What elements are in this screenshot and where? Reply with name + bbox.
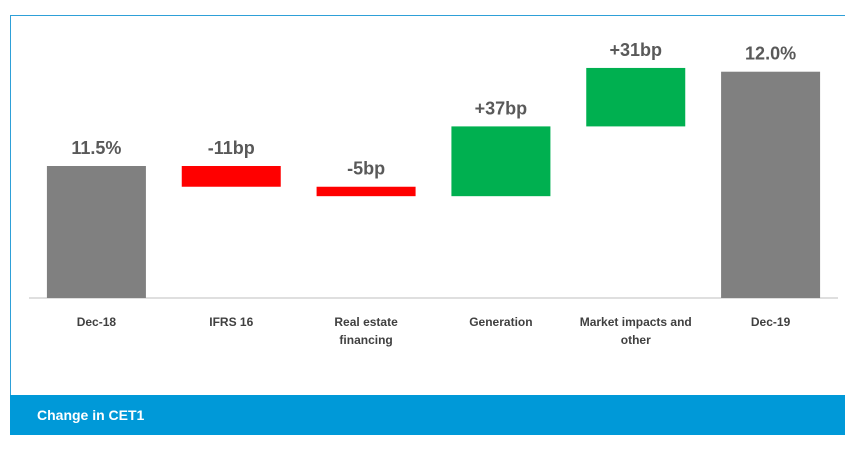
data-label: 11.5% — [71, 138, 121, 158]
x-tick-label: Real estate financing — [334, 315, 398, 347]
x-tick-label: Dec-19 — [750, 315, 791, 329]
data-label: -5bp — [347, 159, 385, 179]
footer-title: Change in CET1 — [37, 407, 145, 423]
chart-frame — [10, 15, 845, 435]
x-tick-label: Generation — [469, 315, 533, 329]
bar — [181, 166, 281, 187]
data-label: -11bp — [208, 138, 255, 158]
bar — [721, 71, 821, 298]
x-tick-label: Market impacts and other — [579, 315, 692, 347]
bar — [316, 186, 416, 197]
data-label: +37bp — [475, 98, 528, 118]
bar — [586, 67, 686, 127]
data-label: 12.0% — [745, 44, 796, 64]
x-tick-label: IFRS 16 — [209, 315, 254, 329]
data-label: +31bp — [609, 40, 662, 60]
x-tick-label: Dec-18 — [76, 315, 117, 329]
footer-band: Change in CET1 — [10, 395, 845, 435]
bar — [46, 166, 146, 298]
bar — [451, 126, 551, 197]
